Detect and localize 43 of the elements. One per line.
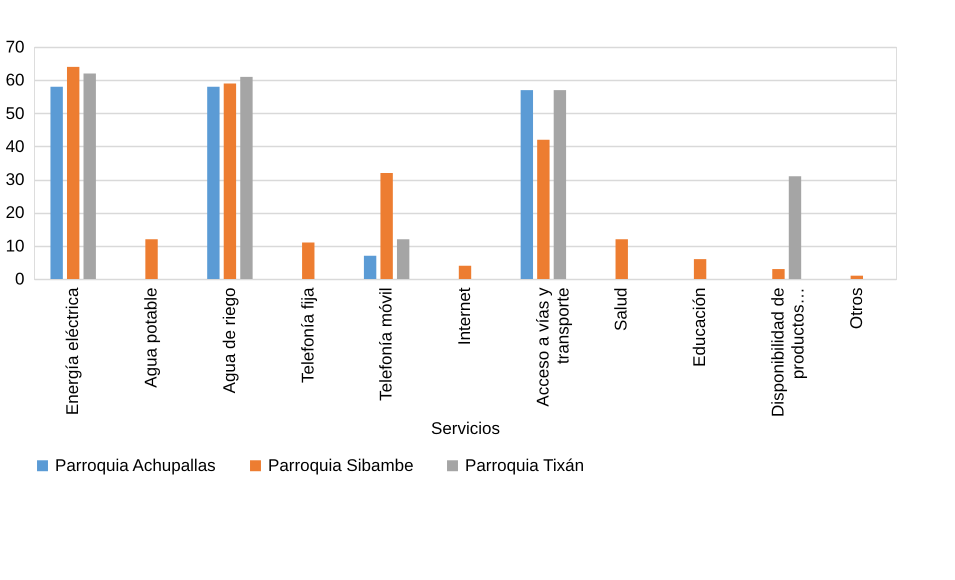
bar: [520, 90, 534, 279]
x-tick-label: Agua de riego: [220, 288, 239, 394]
bar: [50, 86, 63, 279]
legend-label: Parroquia Sibambe: [268, 456, 414, 475]
bar: [554, 90, 566, 279]
bar: [772, 269, 785, 279]
bar: [616, 239, 628, 279]
x-tick-label: Telefonía móvil: [376, 288, 396, 401]
bar: [224, 83, 236, 279]
x-tick-label: Acceso a vías y transporte: [533, 287, 572, 407]
bar: [240, 76, 253, 279]
y-tick-label: 20: [6, 203, 24, 222]
bar: [694, 259, 706, 279]
legend-label: Parroquia Tixán: [465, 456, 584, 475]
x-tick-label: Internet: [455, 287, 474, 346]
bar: [302, 242, 314, 279]
x-tick-label: Disponibilidad de productos…: [768, 288, 808, 417]
x-axis-title: Servicios: [431, 418, 500, 438]
bar: [145, 239, 158, 279]
x-tick-label: Otros: [846, 288, 866, 330]
x-tick-label: Telefonía fija: [298, 286, 318, 383]
x-tick-label: Salud: [612, 288, 631, 331]
bar: [537, 140, 550, 279]
bar: [207, 86, 220, 279]
y-tick-label: 30: [6, 170, 24, 190]
bar: [84, 74, 96, 279]
x-tick-label: Agua potable: [142, 288, 161, 388]
legend-label: Parroquia Achupallas: [55, 456, 216, 475]
x-tick-label: Educación: [690, 288, 710, 367]
y-tick-label: 60: [6, 70, 24, 90]
x-tick-label: Energía eléctrica: [63, 286, 82, 416]
bar: [66, 66, 80, 279]
y-tick-label: 40: [6, 136, 24, 156]
bar: [788, 176, 802, 279]
y-tick-label: 0: [15, 270, 24, 288]
bar: [396, 239, 410, 279]
bar: [850, 276, 864, 279]
y-tick-label: 70: [6, 38, 24, 56]
y-tick-label: 10: [6, 236, 24, 256]
bar: [380, 172, 393, 279]
bar: [364, 256, 376, 279]
y-tick-label: 50: [6, 104, 24, 123]
bar: [458, 266, 472, 279]
